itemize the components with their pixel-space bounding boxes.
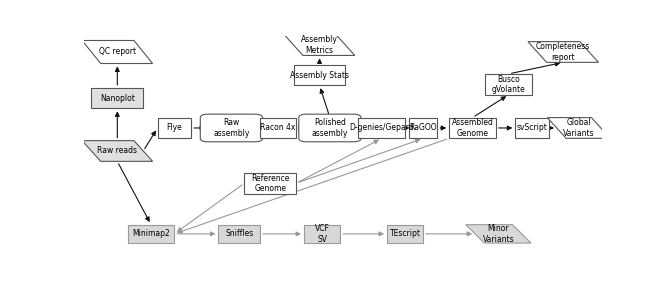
FancyBboxPatch shape — [157, 118, 191, 138]
FancyBboxPatch shape — [218, 225, 260, 243]
Text: Minor
Variants: Minor Variants — [482, 224, 514, 244]
Text: Raw
assembly: Raw assembly — [213, 118, 250, 138]
FancyBboxPatch shape — [486, 74, 532, 94]
Text: Polished
assembly: Polished assembly — [312, 118, 348, 138]
Text: svScript: svScript — [516, 123, 547, 132]
FancyBboxPatch shape — [409, 118, 438, 138]
Text: Global
Variants: Global Variants — [563, 118, 595, 138]
Polygon shape — [547, 118, 610, 138]
Text: TEscript: TEscript — [389, 229, 421, 238]
Polygon shape — [466, 225, 531, 243]
FancyBboxPatch shape — [449, 118, 496, 138]
Polygon shape — [82, 141, 153, 161]
Text: Reference
Genome: Reference Genome — [251, 173, 290, 193]
Text: QC report: QC report — [99, 48, 136, 57]
Text: Flye: Flye — [167, 123, 182, 132]
FancyBboxPatch shape — [304, 225, 341, 243]
Text: Raw reads: Raw reads — [97, 147, 137, 155]
FancyBboxPatch shape — [294, 65, 345, 86]
Polygon shape — [82, 40, 153, 63]
FancyBboxPatch shape — [200, 114, 262, 142]
Text: VCF
SV: VCF SV — [314, 224, 330, 244]
Text: Racon 4x: Racon 4x — [260, 123, 296, 132]
FancyBboxPatch shape — [359, 118, 405, 138]
FancyBboxPatch shape — [92, 88, 143, 109]
Polygon shape — [528, 42, 599, 62]
Polygon shape — [284, 35, 355, 55]
Text: Nanoplot: Nanoplot — [100, 94, 134, 103]
FancyBboxPatch shape — [387, 225, 423, 243]
Text: D-genies/Gepard: D-genies/Gepard — [349, 123, 414, 132]
FancyBboxPatch shape — [244, 173, 296, 193]
FancyBboxPatch shape — [260, 118, 296, 138]
Text: RaGOO: RaGOO — [409, 123, 437, 132]
Text: Assembly Stats: Assembly Stats — [290, 71, 349, 80]
FancyBboxPatch shape — [128, 225, 175, 243]
Text: Sniffles: Sniffles — [225, 229, 254, 238]
FancyBboxPatch shape — [299, 114, 361, 142]
Text: Assembled
Genome: Assembled Genome — [452, 118, 494, 138]
FancyBboxPatch shape — [515, 118, 549, 138]
Text: Completeness
report: Completeness report — [536, 42, 590, 62]
Text: Minimap2: Minimap2 — [132, 229, 170, 238]
Text: Busco
gVolante: Busco gVolante — [492, 74, 526, 94]
Text: Assembly
Metrics: Assembly Metrics — [301, 35, 338, 55]
